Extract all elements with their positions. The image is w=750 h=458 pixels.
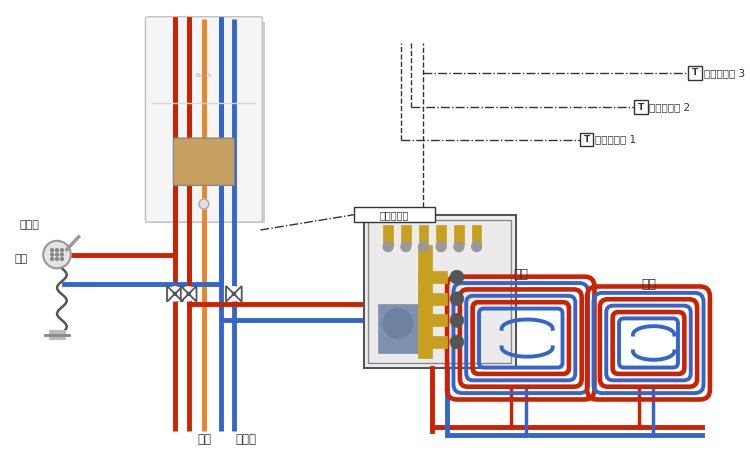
- Circle shape: [61, 257, 64, 261]
- Bar: [378, 304, 418, 353]
- Text: 室温控制器 3: 室温控制器 3: [704, 68, 745, 78]
- Text: 淋浴器: 淋浴器: [20, 220, 40, 230]
- Circle shape: [61, 249, 64, 251]
- Circle shape: [450, 292, 464, 305]
- Circle shape: [50, 249, 53, 251]
- Polygon shape: [234, 286, 242, 302]
- Bar: [152, 22, 266, 223]
- Text: 室温控制器 2: 室温控制器 2: [650, 102, 691, 112]
- Bar: [418, 245, 432, 358]
- Circle shape: [472, 242, 482, 251]
- Polygon shape: [175, 286, 183, 302]
- Bar: [368, 220, 511, 363]
- Bar: [418, 293, 447, 305]
- Bar: [436, 225, 446, 245]
- Bar: [383, 225, 393, 245]
- Bar: [418, 271, 447, 283]
- Polygon shape: [181, 286, 189, 302]
- Circle shape: [56, 257, 58, 261]
- Circle shape: [168, 287, 182, 301]
- Text: T: T: [692, 68, 698, 77]
- Circle shape: [44, 241, 70, 268]
- Circle shape: [436, 242, 446, 251]
- Bar: [364, 215, 516, 367]
- Text: 室温控制器 1: 室温控制器 1: [596, 135, 637, 145]
- Bar: [401, 225, 411, 245]
- Circle shape: [450, 335, 464, 349]
- Bar: [580, 133, 593, 147]
- Text: 燃气: 燃气: [197, 433, 211, 446]
- Text: 自来水: 自来水: [236, 433, 256, 446]
- Bar: [634, 100, 647, 114]
- Text: T: T: [638, 103, 644, 112]
- Bar: [354, 207, 435, 222]
- Bar: [418, 336, 447, 348]
- Circle shape: [50, 253, 53, 256]
- Bar: [688, 66, 701, 80]
- Text: 热水: 热水: [15, 255, 28, 264]
- Circle shape: [188, 292, 190, 295]
- Circle shape: [226, 287, 241, 301]
- Circle shape: [56, 249, 58, 251]
- Text: T: T: [584, 135, 590, 144]
- Bar: [419, 225, 428, 245]
- Polygon shape: [167, 286, 175, 302]
- Text: Bosch: Bosch: [196, 73, 212, 77]
- Polygon shape: [189, 286, 196, 302]
- Text: 地暖: 地暖: [641, 278, 656, 291]
- FancyBboxPatch shape: [173, 138, 234, 185]
- Polygon shape: [226, 286, 234, 302]
- Circle shape: [232, 292, 236, 295]
- Circle shape: [56, 253, 58, 256]
- Bar: [454, 225, 464, 245]
- Circle shape: [199, 199, 208, 209]
- Circle shape: [61, 253, 64, 256]
- Circle shape: [419, 242, 428, 251]
- Circle shape: [401, 242, 411, 251]
- Circle shape: [50, 257, 53, 261]
- Circle shape: [454, 242, 464, 251]
- Circle shape: [450, 314, 464, 327]
- Circle shape: [182, 287, 196, 301]
- Text: 地暖: 地暖: [513, 268, 528, 281]
- FancyBboxPatch shape: [146, 17, 262, 222]
- Circle shape: [450, 270, 464, 284]
- Circle shape: [383, 309, 412, 338]
- Bar: [50, 330, 64, 339]
- Bar: [418, 315, 447, 326]
- Bar: [472, 225, 482, 245]
- Circle shape: [383, 242, 393, 251]
- Text: 中央控制器: 中央控制器: [380, 210, 410, 220]
- Circle shape: [173, 292, 176, 295]
